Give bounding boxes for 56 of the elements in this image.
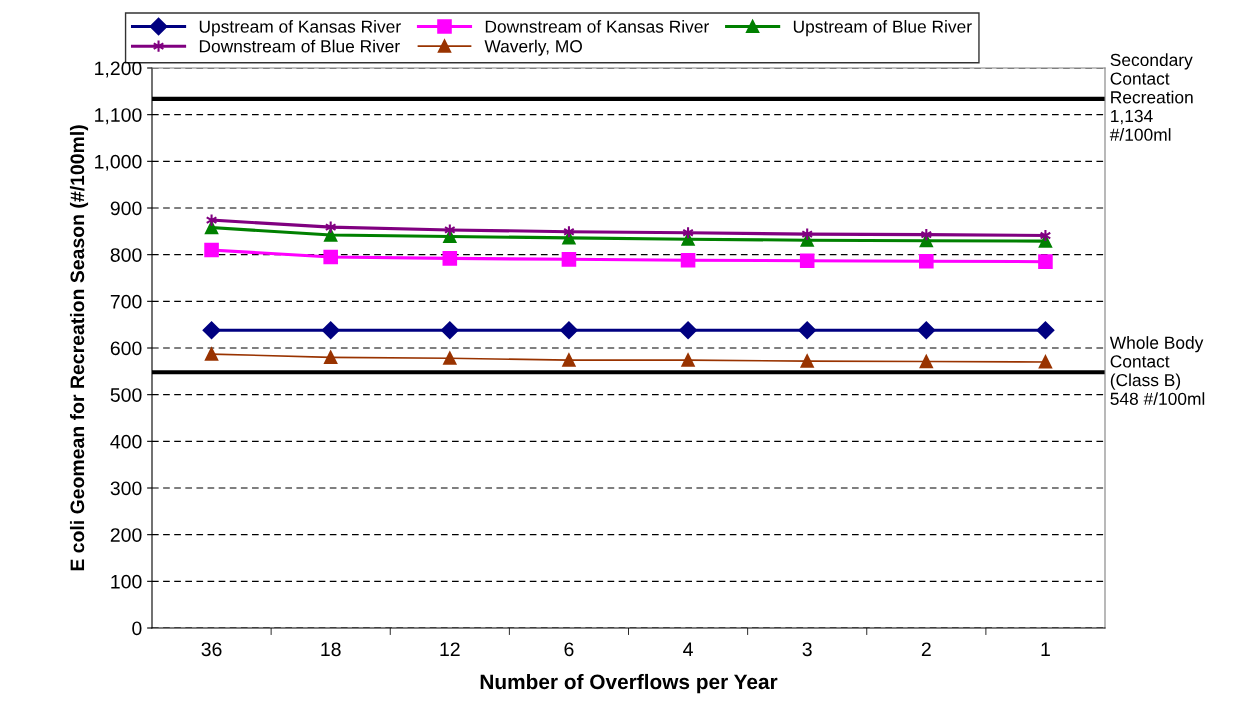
point: [681, 353, 695, 367]
point: [560, 321, 578, 340]
point: [1038, 355, 1053, 369]
legend-label: Upstream of Blue River: [793, 20, 972, 37]
y-tick-label: 700: [110, 294, 142, 309]
x-tick-label: 3: [802, 642, 812, 657]
point: [440, 321, 459, 340]
legend-label: Downstream of Blue River: [199, 39, 400, 53]
x-tick-label: 1: [1041, 642, 1050, 656]
point: [204, 347, 219, 361]
point: [800, 354, 814, 368]
point: [323, 249, 338, 265]
y-axis-title: E coli Geomean for Recreation Season (#/100ml): [69, 125, 89, 571]
y-tick-label: 100: [111, 574, 142, 589]
y-tick-label: 500: [110, 388, 142, 402]
x-tick-label: 4: [683, 642, 693, 656]
y-tick-label: 300: [110, 481, 142, 496]
point: [919, 253, 934, 269]
y-tick-label: 1,000: [95, 154, 142, 171]
point: [561, 252, 577, 267]
point: [324, 228, 338, 242]
x-tick-label: 36: [201, 642, 222, 657]
point: [799, 253, 815, 269]
legend-label: Downstream of Kansas River: [485, 20, 709, 33]
point: [204, 242, 219, 258]
y-tick-label: 900: [110, 201, 142, 216]
y-tick-label: 1,100: [95, 108, 142, 125]
point: [798, 321, 817, 340]
point: [321, 321, 340, 340]
x-tick-label: 6: [564, 642, 574, 657]
ref-line-label: Secondary Contact Recreation 1,134 #/100ml: [1109, 53, 1193, 141]
x-tick-label: 12: [440, 642, 460, 656]
point: [1038, 254, 1053, 269]
point: [1036, 321, 1055, 340]
point: [562, 353, 576, 367]
legend-label: Waverly, MO: [484, 39, 582, 56]
point: [680, 252, 696, 268]
point: [917, 321, 936, 340]
point: [324, 350, 338, 364]
y-tick-label: 600: [110, 341, 142, 356]
x-tick-label: 18: [321, 642, 341, 657]
y-tick-label: 0: [132, 621, 142, 636]
point: [442, 251, 458, 266]
y-tick-label: 400: [110, 434, 142, 449]
point: [679, 321, 697, 340]
y-tick-label: 800: [110, 248, 142, 262]
y-tick-label: 1,200: [95, 61, 142, 78]
point: [443, 351, 457, 365]
x-tick-label: 2: [921, 642, 931, 656]
legend-label: Upstream of Kansas River: [199, 20, 401, 37]
y-tick-label: 200: [110, 528, 142, 542]
ref-line-label: Whole Body Contact (Class B) 548 #/100ml: [1109, 336, 1205, 405]
x-axis-title: Number of Overflows per Year: [480, 673, 778, 694]
point: [443, 229, 457, 244]
point: [202, 321, 221, 340]
point: [919, 354, 933, 369]
